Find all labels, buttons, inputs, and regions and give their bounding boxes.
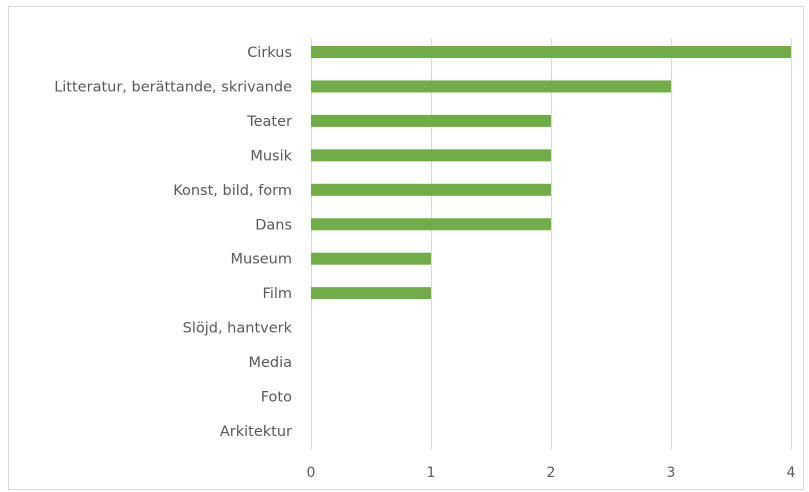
x-tick-labels: 0 1 2 3 4 — [307, 465, 796, 481]
category-label: Arkitektur — [220, 424, 292, 440]
category-label: Media — [248, 355, 292, 371]
x-tick-label: 3 — [667, 465, 676, 481]
category-label: Museum — [231, 252, 293, 268]
category-label: Konst, bild, form — [173, 183, 292, 199]
bars — [311, 46, 791, 300]
bar — [311, 287, 431, 300]
category-label: Film — [263, 286, 292, 302]
category-label: Dans — [255, 217, 292, 233]
category-labels: Cirkus Litteratur, berättande, skrivande T… — [54, 45, 292, 440]
bar — [311, 149, 551, 162]
bar — [311, 80, 671, 93]
x-tick-label: 4 — [787, 465, 796, 481]
x-tick-label: 1 — [427, 465, 436, 481]
category-label: Cirkus — [247, 45, 292, 61]
category-label: Foto — [261, 390, 292, 406]
bar — [311, 218, 551, 231]
category-label: Teater — [246, 114, 292, 130]
bar — [311, 252, 431, 265]
grid-lines — [311, 38, 792, 450]
category-label: Litteratur, berättande, skrivande — [54, 79, 292, 95]
x-tick-label: 0 — [307, 465, 316, 481]
category-label: Musik — [250, 148, 292, 164]
bar — [311, 46, 791, 58]
bar — [311, 114, 551, 127]
category-label: Slöjd, hantverk — [183, 321, 293, 337]
bar — [311, 183, 551, 196]
x-tick-label: 2 — [547, 465, 556, 481]
